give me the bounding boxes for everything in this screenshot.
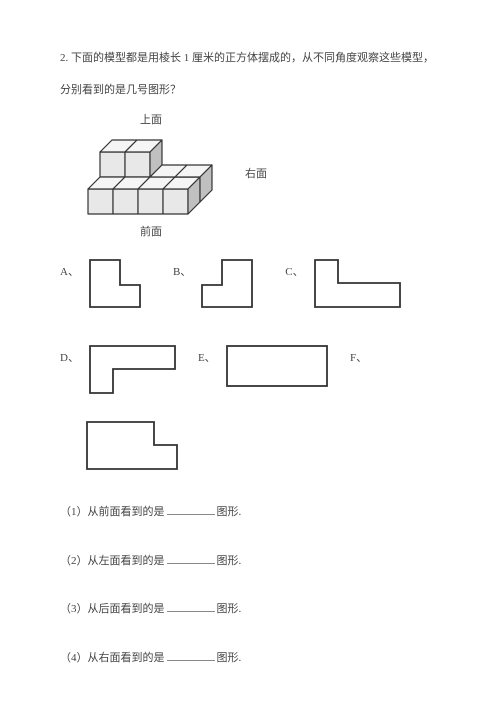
cube-model-svg	[80, 127, 240, 227]
option-E: E、	[198, 341, 332, 391]
shape-E	[222, 341, 332, 391]
fill-3-suffix: 图形.	[217, 603, 242, 615]
blank-1[interactable]	[167, 503, 215, 515]
fill-1-prefix: （1）从前面看到的是	[60, 506, 165, 518]
question-line-2: 分别看到的是几号图形？	[60, 82, 440, 100]
fill-item-2: （2）从左面看到的是 图形.	[60, 552, 440, 571]
option-E-label: E、	[198, 349, 216, 365]
option-B-label: B、	[173, 263, 191, 279]
label-right: 右面	[245, 165, 267, 181]
fill-1-suffix: 图形.	[217, 506, 242, 518]
fill-3-prefix: （3）从后面看到的是	[60, 603, 165, 615]
cube-3d-figure: 上面	[80, 113, 280, 233]
fill-item-3: （3）从后面看到的是 图形.	[60, 600, 440, 619]
blank-4[interactable]	[167, 649, 215, 661]
shape-C	[310, 255, 405, 311]
label-front: 前面	[140, 223, 162, 239]
option-F-label: F、	[350, 349, 368, 365]
shape-D	[85, 341, 180, 397]
shape-F-container	[82, 417, 440, 473]
shape-A	[85, 255, 145, 311]
fill-4-suffix: 图形.	[217, 652, 242, 664]
fill-section: （1）从前面看到的是图形. （2）从左面看到的是图形. （3）从后面看到的是图形…	[60, 503, 440, 667]
option-D: D、	[60, 341, 180, 397]
label-top: 上面	[140, 111, 162, 127]
shape-F	[82, 417, 182, 473]
blank-2[interactable]	[167, 552, 215, 564]
fill-item-4: （4）从右面看到的是 图形.	[60, 649, 440, 668]
option-B: B、	[173, 255, 257, 311]
fill-4-prefix: （4）从右面看到的是	[60, 652, 165, 664]
question-line-1: 2. 下面的模型都是用棱长 1 厘米的正方体摆成的，从不同角度观察这些模型，	[60, 50, 440, 68]
fill-2-prefix: （2）从左面看到的是	[60, 555, 165, 567]
fill-2-suffix: 图形.	[217, 555, 242, 567]
options-row-2: D、 E、 F、	[60, 341, 440, 397]
option-A-label: A、	[60, 263, 79, 279]
options-row-1: A、 B、 C、	[60, 255, 440, 311]
option-A: A、	[60, 255, 145, 311]
shape-B	[197, 255, 257, 311]
option-D-label: D、	[60, 349, 79, 365]
option-C-label: C、	[285, 263, 303, 279]
fill-item-1: （1）从前面看到的是 图形.	[60, 503, 440, 522]
blank-3[interactable]	[167, 600, 215, 612]
option-C: C、	[285, 255, 404, 311]
option-F: F、	[350, 341, 374, 365]
